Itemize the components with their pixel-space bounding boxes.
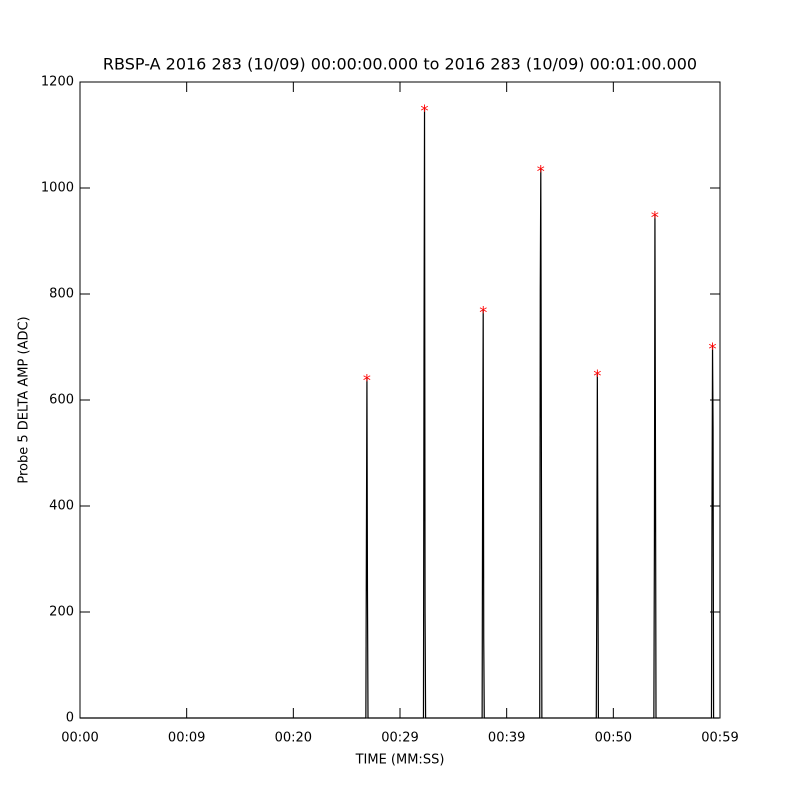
y-tick-label: 800 (49, 287, 74, 302)
x-tick-label: 00:20 (275, 731, 312, 746)
peak-marker: * (709, 339, 717, 358)
x-tick-label: 00:59 (701, 731, 738, 746)
y-tick-label: 1000 (41, 181, 74, 196)
y-tick-label: 1200 (41, 75, 74, 90)
x-tick-label: 00:00 (61, 731, 98, 746)
x-tick-label: 00:09 (168, 731, 205, 746)
y-tick-label: 600 (49, 393, 74, 408)
x-axis-title: TIME (MM:SS) (355, 753, 445, 768)
peak-marker: * (593, 366, 601, 385)
y-tick-label: 400 (49, 499, 74, 514)
x-tick-label: 00:50 (595, 731, 632, 746)
y-tick-label: 200 (49, 605, 74, 620)
data-line (80, 107, 719, 719)
chart-title: RBSP-A 2016 283 (10/09) 00:00:00.000 to … (103, 55, 697, 74)
peak-marker: * (537, 161, 545, 180)
x-tick-label: 00:39 (488, 731, 525, 746)
peak-marker: * (363, 371, 371, 390)
y-tick-label: 0 (66, 711, 74, 726)
peak-marker: * (479, 302, 487, 321)
peak-marker: * (421, 101, 429, 120)
x-tick-label: 00:29 (381, 731, 418, 746)
peak-marker: * (651, 207, 659, 226)
y-axis-title: Probe 5 DELTA AMP (ADC) (17, 316, 32, 483)
